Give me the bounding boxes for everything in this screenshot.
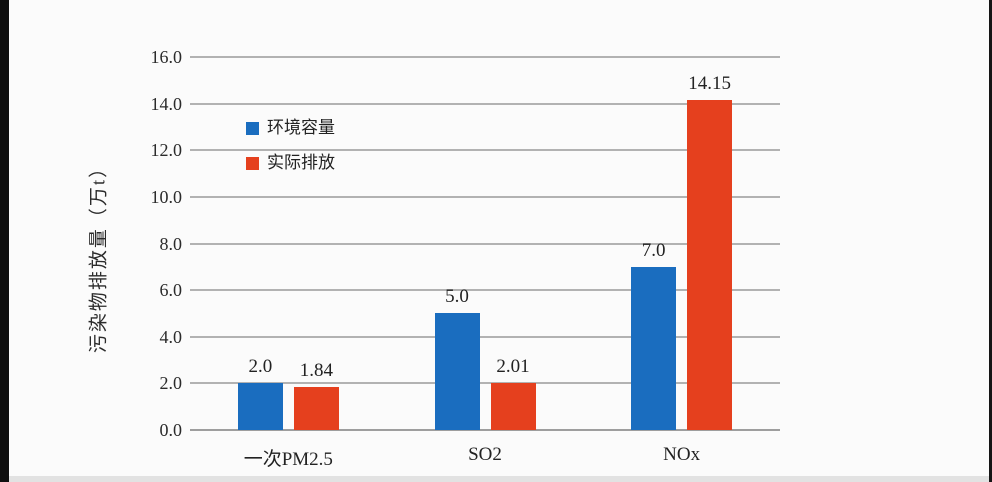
gridline (190, 56, 780, 58)
right-black-border (989, 0, 992, 482)
y-tick-label: 0.0 (159, 420, 183, 440)
bar-series1-cat2: 5.0 (434, 286, 480, 430)
gridline (190, 195, 780, 198)
bar-value-label: 7.0 (641, 239, 666, 261)
gridline (190, 242, 780, 245)
bar-value-label: 14.15 (688, 73, 732, 95)
legend-swatch-icon (246, 156, 259, 170)
y-tick-label: 2.0 (159, 373, 183, 394)
legend-label: 实际排放 (267, 153, 335, 172)
gridlines (190, 56, 780, 431)
legend: 环境容量 实际排放 (246, 117, 335, 174)
gridline (190, 289, 780, 292)
bar-group-1: 2.0 1.84 (237, 356, 339, 430)
legend-label: 环境容量 (267, 118, 335, 137)
bar-group-2: 5.0 2.01 (434, 286, 536, 430)
legend-swatch-icon (246, 121, 259, 135)
bar-groups: 2.0 1.84 5.0 2.01 7.0 14.15 (190, 57, 780, 430)
x-axis-line (190, 429, 780, 431)
bar-group-3: 7.0 14.15 (631, 73, 733, 430)
bar-series2-cat2: 2.01 (490, 356, 536, 430)
x-category-label: NOx (663, 444, 701, 465)
bar-series1-cat1: 2.0 (237, 356, 283, 430)
y-tick-label: 8.0 (159, 233, 183, 254)
bar-value-label: 2.01 (496, 356, 530, 378)
x-category-label: SO2 (468, 444, 502, 465)
legend-item-2: 实际排放 (246, 152, 335, 174)
y-tick-label: 16.0 (150, 47, 183, 67)
bottom-gray-border (0, 476, 992, 482)
y-tick-label: 14.0 (150, 93, 183, 114)
y-tick-label: 6.0 (159, 280, 183, 301)
bar-value-label: 2.0 (248, 356, 273, 378)
gridline (190, 149, 780, 152)
y-tick-label: 12.0 (150, 140, 183, 161)
legend-item-1: 环境容量 (246, 117, 335, 139)
gridline (190, 382, 780, 385)
bar-series2-cat3: 14.15 (687, 73, 733, 430)
bar-series1-cat3: 7.0 (631, 240, 677, 430)
bar-series2-cat1: 1.84 (293, 360, 339, 430)
x-category-label: 一次PM2.5 (243, 449, 333, 470)
left-black-border (0, 0, 9, 482)
x-axis-category-labels: 一次PM2.5 SO2 NOx (190, 444, 780, 474)
plot-area: 2.0 1.84 5.0 2.01 7.0 14.15 环境容量实际排放 (190, 56, 780, 431)
bar-value-label: 5.0 (445, 286, 469, 308)
y-tick-label: 4.0 (159, 326, 183, 347)
y-axis-tick-labels: 0.0 2.0 4.0 6.0 8.0 10.0 12.0 14.0 16.0 (88, 47, 183, 440)
gridline (190, 102, 780, 105)
y-tick-label: 10.0 (150, 186, 183, 207)
gridline (190, 335, 780, 338)
bar-value-label: 1.84 (299, 360, 333, 382)
